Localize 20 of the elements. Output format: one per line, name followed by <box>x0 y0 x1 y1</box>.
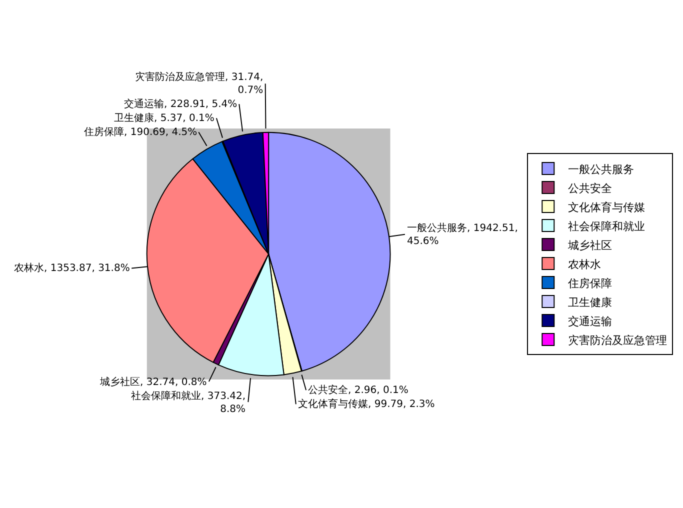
data-label: 一般公共服务, 1942.51, 45.6% <box>407 222 518 247</box>
legend-label: 公共安全 <box>568 182 612 195</box>
legend-label: 一般公共服务 <box>568 162 634 176</box>
legend-label: 灾害防治及应急管理 <box>568 334 668 347</box>
data-label: 卫生健康, 5.37, 0.1% <box>114 112 214 124</box>
legend-label: 卫生健康 <box>568 296 612 309</box>
data-label: 城乡社区, 32.74, 0.8% <box>99 376 207 388</box>
legend-label: 农林水 <box>568 258 602 271</box>
legend-label: 住房保障 <box>568 276 612 290</box>
legend-label: 城乡社区 <box>567 238 612 252</box>
data-label: 社会保障和就业, 373.42, 8.8% <box>131 390 246 415</box>
data-label: 交通运输, 228.91, 5.4% <box>124 98 238 110</box>
data-label: 住房保障, 190.69, 4.5% <box>84 126 198 138</box>
legend-label: 社会保障和就业 <box>568 220 646 233</box>
legend-label: 文化体育与传媒 <box>568 200 646 214</box>
data-label: 文化体育与传媒, 99.79, 2.3% <box>298 398 435 410</box>
data-label: 农林水, 1353.87, 31.8% <box>14 262 130 274</box>
data-label: 灾害防治及应急管理, 31.74, 0.7% <box>135 71 264 96</box>
data-label: 公共安全, 2.96, 0.1% <box>308 384 408 396</box>
legend-label: 交通运输 <box>568 314 612 328</box>
